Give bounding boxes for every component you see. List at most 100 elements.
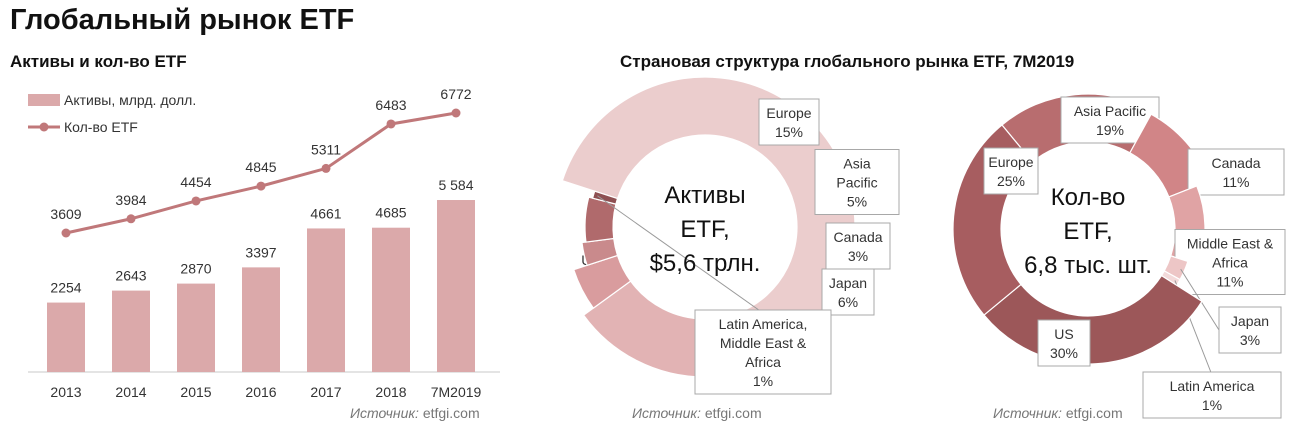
bar-chart-subtitle: Активы и кол-во ETF bbox=[10, 52, 187, 71]
pie-charts-subtitle: Страновая структура глобального рынка ET… bbox=[620, 52, 1075, 71]
slice-name-label: US bbox=[1054, 326, 1073, 342]
slice-percent-label: 15% bbox=[775, 124, 803, 140]
slice-percent-label: 3% bbox=[1240, 332, 1260, 348]
slice-name-label: Canada bbox=[1211, 155, 1260, 171]
label-box bbox=[694, 309, 832, 395]
bar-data-label: 2870 bbox=[180, 261, 211, 277]
bar-assets bbox=[437, 200, 475, 372]
label-box bbox=[814, 149, 900, 215]
slice-name-label: Canada bbox=[833, 229, 882, 245]
x-tick-label: 7M2019 bbox=[431, 384, 482, 400]
donut-slice bbox=[584, 196, 617, 243]
source-site: etfgi.com bbox=[1065, 405, 1123, 421]
x-tick-label: 2015 bbox=[180, 384, 211, 400]
slice-name-label: Latin America bbox=[1170, 378, 1255, 394]
page-title: Глобальный рынок ETF bbox=[10, 4, 355, 36]
x-tick-label: 2017 bbox=[310, 384, 341, 400]
label-box bbox=[821, 268, 875, 316]
donut-center-text: ETF, bbox=[680, 216, 729, 243]
bar-data-label: 2643 bbox=[115, 268, 146, 284]
source-label: Источник: bbox=[350, 405, 419, 421]
line-point bbox=[61, 228, 71, 238]
donut-slice bbox=[591, 190, 619, 205]
line-point bbox=[191, 196, 201, 206]
donut-slice bbox=[582, 280, 706, 378]
source-label: Источник: bbox=[993, 405, 1062, 421]
bar-assets bbox=[372, 227, 410, 372]
slice-percent-label: 5% bbox=[847, 194, 867, 210]
label-box bbox=[1037, 319, 1091, 367]
label-box bbox=[1174, 229, 1286, 295]
slice-percent-label: 11% bbox=[1217, 274, 1244, 290]
donut-center-text: ETF, bbox=[1063, 218, 1112, 245]
legend-swatch-assets bbox=[28, 94, 60, 106]
line-data-label: 4845 bbox=[245, 159, 276, 175]
line-point bbox=[321, 163, 331, 173]
slice-name-label: Japan bbox=[829, 275, 867, 291]
source-note-bar-chart: Источник: etfgi.com bbox=[350, 405, 480, 421]
label-box bbox=[1142, 371, 1282, 419]
bar-data-label: 4661 bbox=[310, 205, 341, 221]
slice-percent-label: 25% bbox=[997, 173, 1025, 189]
x-tick-label: 2014 bbox=[115, 384, 146, 400]
donut-center-text: $5,6 трлн. bbox=[650, 250, 761, 277]
donut-center-text: Активы bbox=[664, 182, 745, 209]
source-note-assets-pie: Источник: etfgi.com bbox=[632, 405, 762, 421]
line-point bbox=[386, 119, 396, 129]
slice-name-label: Japan bbox=[1231, 313, 1269, 329]
bar-data-label: 4685 bbox=[375, 205, 406, 221]
bar-data-label: 3397 bbox=[245, 244, 276, 260]
slice-percent-label: 19% bbox=[1096, 122, 1124, 138]
slice-name-label: Europe bbox=[988, 154, 1033, 170]
x-tick-label: 2016 bbox=[245, 384, 276, 400]
bar-assets bbox=[307, 228, 345, 372]
donut-center-text: Кол-во bbox=[1051, 184, 1126, 211]
bar-data-label: 2254 bbox=[50, 280, 81, 296]
donut-center-text: 6,8 тыс. шт. bbox=[1024, 252, 1152, 279]
line-data-label: 6483 bbox=[375, 97, 406, 113]
slice-name-label: Pacific bbox=[836, 175, 877, 191]
legend-label-count: Кол-во ETF bbox=[64, 119, 138, 135]
slice-percent-label: 1% bbox=[753, 373, 773, 389]
label-box bbox=[983, 147, 1039, 195]
line-data-label: 5311 bbox=[311, 141, 341, 157]
line-data-label: 6772 bbox=[440, 86, 471, 102]
slice-percent-label: 3% bbox=[848, 248, 868, 264]
slice-percent-label: 1% bbox=[1202, 397, 1222, 413]
label-box bbox=[825, 222, 891, 270]
label-box bbox=[758, 98, 820, 146]
line-data-label: 3984 bbox=[115, 192, 146, 208]
donut-slice bbox=[983, 274, 1203, 365]
slice-percent-label: 30% bbox=[1050, 345, 1078, 361]
slice-name-label: Middle East & bbox=[1187, 236, 1274, 252]
legend-label-assets: Активы, млрд. долл. bbox=[64, 92, 196, 108]
slice-name-label: Africa bbox=[745, 354, 781, 370]
bar-assets bbox=[47, 302, 85, 372]
bar-assets bbox=[112, 290, 150, 372]
leader-line bbox=[597, 195, 764, 314]
source-label: Источник: bbox=[632, 405, 701, 421]
bar-assets bbox=[242, 267, 280, 372]
source-note-count-pie: Источник: etfgi.com bbox=[993, 405, 1123, 421]
slice-name-label: Latin America, bbox=[719, 316, 808, 332]
bar-data-label: 5 584 bbox=[438, 177, 473, 193]
line-data-label: 4454 bbox=[180, 174, 211, 190]
slice-name-label: Africa bbox=[1212, 255, 1248, 271]
line-point bbox=[256, 181, 266, 191]
x-tick-label: 2013 bbox=[50, 384, 81, 400]
line-point bbox=[126, 214, 136, 224]
label-box bbox=[1187, 148, 1285, 196]
slice-percent-label: 6% bbox=[838, 294, 858, 310]
legend-marker-count bbox=[39, 122, 49, 132]
line-data-label: 3609 bbox=[50, 206, 81, 222]
line-point bbox=[451, 108, 461, 118]
x-tick-label: 2018 bbox=[375, 384, 406, 400]
slice-name-label: Asia bbox=[843, 156, 870, 172]
slice-name-label: Asia Pacific bbox=[1074, 103, 1146, 119]
slice-percent-label: 11% bbox=[1223, 174, 1250, 190]
label-box bbox=[1218, 306, 1282, 354]
source-site: etfgi.com bbox=[704, 405, 762, 421]
source-site: etfgi.com bbox=[422, 405, 480, 421]
slice-name-label: Middle East & bbox=[720, 335, 807, 351]
